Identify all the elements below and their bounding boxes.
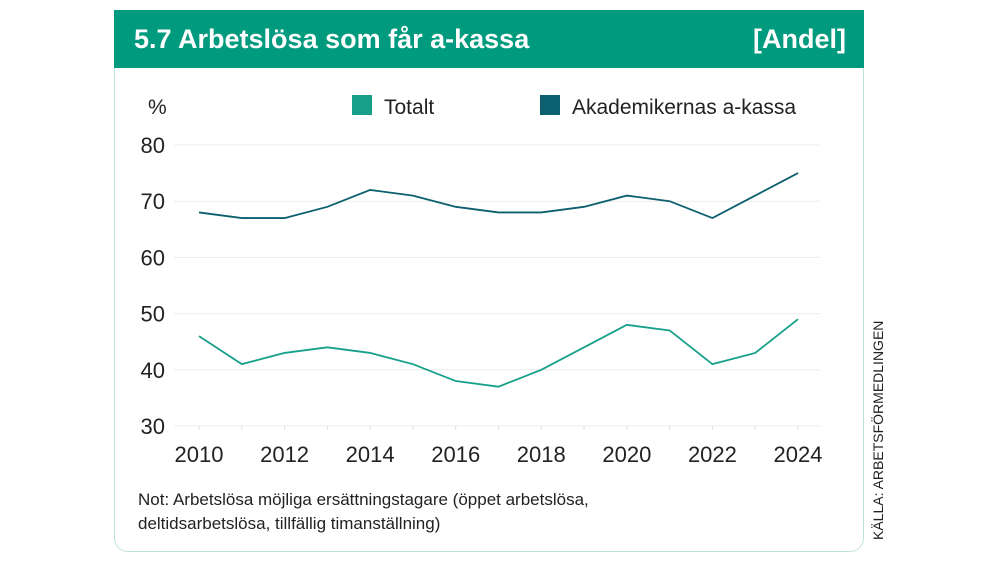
y-tick-label: 40 [141,358,165,383]
series-line-akademikernas [198,172,799,220]
chart-header: 5.7 Arbetslösa som får a-kassa [Andel] [114,10,864,68]
y-tick-label: 80 [141,133,165,158]
x-tick-label: 2014 [346,442,395,467]
series-line-totalt [198,318,799,388]
legend-label: Totalt [384,96,434,119]
x-tick-label: 2018 [517,442,566,467]
legend-swatch [352,95,372,115]
x-tick-label: 2024 [774,442,823,467]
x-tick-label: 2010 [175,442,224,467]
y-tick-label: 50 [141,302,165,327]
chart-note: Not: Arbetslösa möjliga ersättningstagar… [138,488,589,536]
x-tick-label: 2022 [688,442,737,467]
x-tick-label: 2016 [431,442,480,467]
legend-label: Akademikernas a-kassa [572,96,796,119]
chart-unit: [Andel] [753,24,846,54]
y-axis-label: % [148,96,167,119]
y-tick-label: 70 [141,189,165,214]
source-label: KÄLLA: ARBETSFÖRMEDLINGEN [870,320,886,540]
x-tick-label: 2012 [260,442,309,467]
chart-title: 5.7 Arbetslösa som får a-kassa [134,24,530,54]
legend-swatch [540,95,560,115]
y-tick-label: 60 [141,245,165,270]
y-tick-label: 30 [141,414,165,439]
x-tick-label: 2020 [602,442,651,467]
note-line-1: Not: Arbetslösa möjliga ersättningstagar… [138,490,589,509]
note-line-2: deltidsarbetslösa, tillfällig timanställ… [138,514,441,533]
